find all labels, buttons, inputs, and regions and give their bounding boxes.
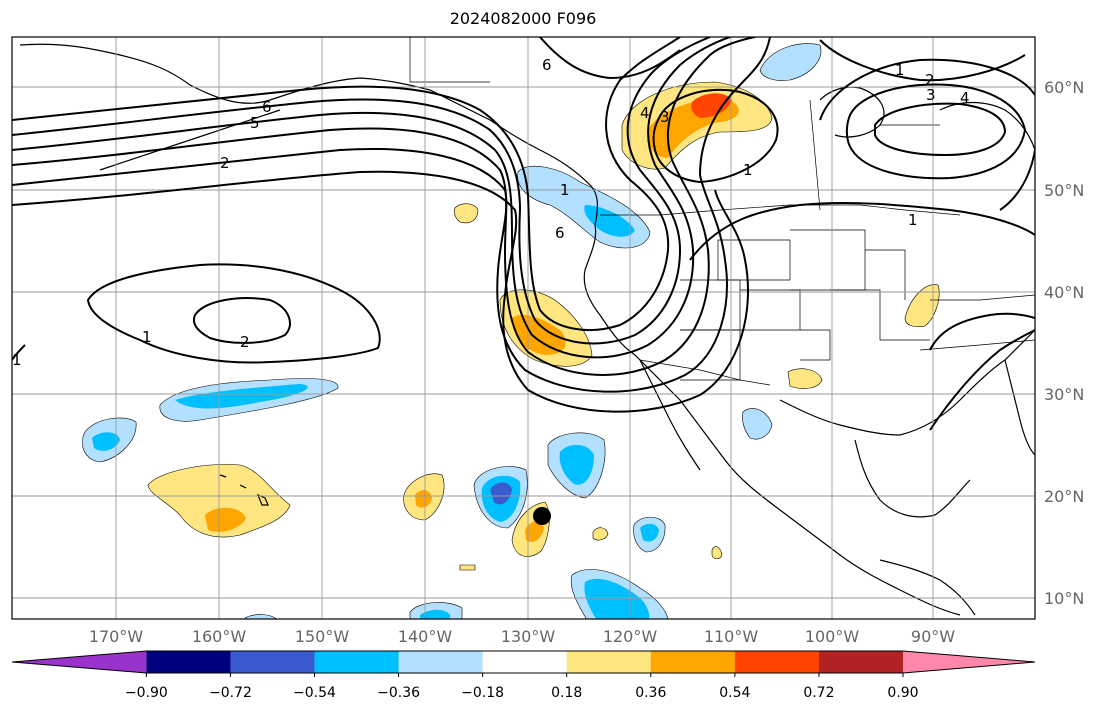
lon-tick-label: 130°W bbox=[501, 627, 556, 646]
colorbar-extend-high bbox=[903, 651, 1035, 673]
figure-title: 2024082000 F096 bbox=[449, 9, 597, 28]
pos-anomaly-region bbox=[453, 203, 479, 224]
colorbar-segment bbox=[314, 651, 400, 673]
map-frame bbox=[11, 36, 1036, 620]
pos-anomaly-region bbox=[459, 564, 476, 571]
lon-tick-label: 170°W bbox=[89, 627, 144, 646]
contour-label: 1 bbox=[560, 181, 570, 199]
contour-label: 1 bbox=[12, 351, 22, 369]
lon-tick-label: 110°W bbox=[704, 627, 759, 646]
colorbar-segment bbox=[650, 651, 736, 673]
contour-labels: 6 5 2 1 2 1 6 1 4 3 1 1 2 3 4 1 6 bbox=[12, 56, 970, 369]
height-contours bbox=[12, 37, 1035, 431]
pos-anomaly-region bbox=[787, 368, 823, 389]
contour-label: 4 bbox=[640, 104, 650, 122]
colorbar-segment bbox=[146, 651, 231, 673]
contour-label: 2 bbox=[220, 154, 230, 172]
contour-label: 1 bbox=[743, 161, 753, 179]
colorbar-tick-label: 0.36 bbox=[635, 685, 666, 701]
lat-tick-label: 40°N bbox=[1044, 283, 1084, 302]
lon-tick-label: 150°W bbox=[295, 627, 350, 646]
lat-tick-labels: 60°N 50°N 40°N 30°N 20°N 10°N bbox=[1044, 78, 1084, 608]
contour-label: 1 bbox=[895, 61, 905, 79]
lat-tick-label: 60°N bbox=[1044, 78, 1084, 97]
contour-label: 3 bbox=[660, 108, 670, 126]
pos-anomaly-region bbox=[592, 527, 609, 541]
contour-label: 2 bbox=[925, 71, 935, 89]
contour-label: 4 bbox=[960, 89, 970, 107]
neg-anomaly-region bbox=[759, 43, 822, 81]
lon-tick-label: 90°W bbox=[911, 627, 955, 646]
contour-label: 6 bbox=[555, 224, 565, 242]
colorbar-tick-label: −0.90 bbox=[125, 685, 168, 701]
lat-tick-label: 30°N bbox=[1044, 385, 1084, 404]
colorbar-tick-label: 0.90 bbox=[887, 685, 918, 701]
colorbar-extend-low bbox=[12, 651, 147, 673]
lat-tick-label: 20°N bbox=[1044, 487, 1084, 506]
contour-label: 6 bbox=[262, 98, 272, 116]
colorbar-tick-label: −0.18 bbox=[461, 685, 504, 701]
coastlines bbox=[19, 43, 1035, 616]
lat-tick-label: 10°N bbox=[1044, 589, 1084, 608]
colorbar-segment bbox=[566, 651, 652, 673]
contour-label: 6 bbox=[542, 56, 552, 74]
colorbar-segment bbox=[734, 651, 820, 673]
borders bbox=[409, 37, 1035, 386]
lat-tick-label: 50°N bbox=[1044, 181, 1084, 200]
neg-anomaly-region bbox=[742, 408, 773, 440]
colorbar-tick-label: −0.72 bbox=[209, 685, 252, 701]
lon-tick-label: 160°W bbox=[192, 627, 247, 646]
colorbar-tick-label: 0.72 bbox=[803, 685, 834, 701]
lon-tick-labels: 170°W 160°W 150°W 140°W 130°W 120°W 110°… bbox=[89, 627, 955, 646]
colorbar-segment bbox=[398, 651, 484, 673]
colorbar-segment bbox=[230, 651, 315, 673]
colorbar-tick-label: −0.54 bbox=[293, 685, 336, 701]
lon-tick-label: 100°W bbox=[805, 627, 860, 646]
colorbar-segment bbox=[818, 651, 904, 673]
graticule bbox=[12, 37, 1035, 619]
colorbar: −0.90 −0.72 −0.54 −0.36 −0.18 0.18 0.36 0.54 0.7… bbox=[11, 650, 1036, 701]
lon-tick-label: 120°W bbox=[603, 627, 658, 646]
colorbar-tick-label: −0.36 bbox=[377, 685, 420, 701]
contour-label: 1 bbox=[142, 328, 152, 346]
colorbar-tick-label: 0.18 bbox=[551, 685, 582, 701]
pos-anomaly-region bbox=[711, 546, 723, 560]
colorbar-tick-label: 0.54 bbox=[719, 685, 750, 701]
pos-anomaly-region bbox=[904, 284, 940, 328]
contour-label: 2 bbox=[240, 333, 250, 351]
lon-tick-label: 140°W bbox=[398, 627, 453, 646]
contour-label: 1 bbox=[908, 211, 918, 229]
neg-anomaly-region bbox=[244, 614, 278, 619]
contour-label: 3 bbox=[926, 86, 936, 104]
storm-center-marker bbox=[533, 507, 551, 525]
colorbar-segment bbox=[482, 651, 568, 673]
contour-label: 5 bbox=[250, 114, 260, 132]
